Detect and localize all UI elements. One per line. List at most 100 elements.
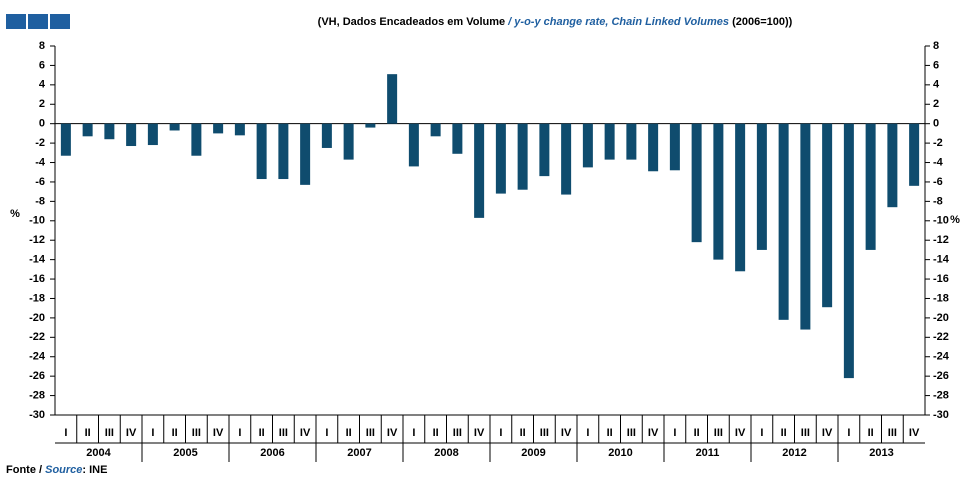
x-tick-label: III [540, 427, 549, 439]
year-label: 2010 [608, 447, 632, 459]
x-tick-label: I [151, 427, 154, 439]
bar [582, 123, 593, 168]
x-tick-label: I [238, 427, 241, 439]
x-tick-label: II [433, 427, 439, 439]
y-tick-label: -30 [29, 409, 45, 421]
x-tick-label: IV [474, 427, 485, 439]
bar [865, 123, 876, 250]
y-tick-label: -2 [35, 137, 45, 149]
bar [843, 123, 854, 379]
y2-tick-label: -26 [933, 370, 949, 382]
y-tick-label: -22 [29, 331, 45, 343]
y-tick-label: -4 [35, 156, 46, 168]
bar [234, 123, 245, 136]
year-label: 2012 [782, 447, 806, 459]
x-tick-label: I [673, 427, 676, 439]
source-part: Fonte / [6, 464, 45, 476]
x-tick-label: II [520, 427, 526, 439]
y2-tick-label: -22 [933, 331, 949, 343]
bar [887, 123, 898, 208]
source-part: Source [45, 464, 82, 476]
bar [604, 123, 615, 160]
y-tick-label: -18 [29, 292, 45, 304]
logo-block [6, 14, 26, 29]
year-label: 2013 [869, 447, 893, 459]
year-label: 2005 [173, 447, 197, 459]
bar [539, 123, 550, 177]
x-tick-label: I [499, 427, 502, 439]
bar [778, 123, 789, 320]
bar [517, 123, 528, 190]
y-axis-label: % [10, 208, 20, 220]
x-tick-label: II [868, 427, 874, 439]
y2-tick-label: 4 [933, 79, 940, 91]
y2-tick-label: -18 [933, 292, 949, 304]
y2-tick-label: -24 [933, 351, 950, 363]
x-tick-label: III [279, 427, 288, 439]
y-tick-label: 0 [39, 118, 45, 130]
bar [60, 123, 71, 156]
bar [343, 123, 354, 160]
year-label: 2004 [86, 447, 111, 459]
bar [452, 123, 463, 154]
x-tick-label: IV [126, 427, 137, 439]
bar [82, 123, 93, 137]
bar [669, 123, 680, 171]
bar [648, 123, 659, 172]
x-tick-label: IV [561, 427, 572, 439]
year-label: 2007 [347, 447, 371, 459]
year-label: 2006 [260, 447, 284, 459]
y2-tick-label: 6 [933, 59, 939, 71]
bar [495, 123, 506, 194]
logo-block [28, 14, 48, 29]
x-tick-label: III [366, 427, 375, 439]
y-tick-label: -20 [29, 312, 45, 324]
x-tick-label: I [760, 427, 763, 439]
y2-tick-label: 8 [933, 40, 939, 52]
bar [626, 123, 637, 160]
y2-axis-label: % [950, 214, 960, 226]
bar [800, 123, 811, 330]
x-tick-label: I [412, 427, 415, 439]
source: Fonte / Source: INE [6, 464, 107, 476]
x-tick-label: III [105, 427, 114, 439]
bar [278, 123, 289, 180]
y-tick-label: -12 [29, 234, 45, 246]
x-tick-label: I [64, 427, 67, 439]
bar [561, 123, 572, 195]
bar [213, 123, 224, 134]
year-label: 2008 [434, 447, 458, 459]
bar [321, 123, 332, 148]
subtitle-part: (VH, Dados Encadeados em Volume [318, 16, 509, 28]
y2-tick-label: -10 [933, 215, 949, 227]
x-tick-label: II [781, 427, 787, 439]
x-tick-label: IV [822, 427, 833, 439]
y-tick-label: -14 [29, 254, 46, 266]
x-tick-label: II [607, 427, 613, 439]
x-tick-label: IV [909, 427, 920, 439]
y-tick-label: 8 [39, 40, 45, 52]
y2-tick-label: -12 [933, 234, 949, 246]
y2-tick-label: -14 [933, 254, 950, 266]
x-tick-label: II [259, 427, 265, 439]
y-tick-label: 4 [39, 79, 46, 91]
y2-tick-label: -30 [933, 409, 949, 421]
subtitle-part: (2006=100)) [729, 16, 793, 28]
y2-tick-label: -4 [933, 156, 944, 168]
bar [756, 123, 767, 250]
y-tick-label: 2 [39, 98, 45, 110]
bar [909, 123, 920, 186]
y2-tick-label: -2 [933, 137, 943, 149]
y-tick-label: -8 [35, 195, 45, 207]
x-tick-label: II [694, 427, 700, 439]
x-tick-label: III [714, 427, 723, 439]
bar [408, 123, 419, 167]
x-tick-label: III [888, 427, 897, 439]
x-tick-label: IV [648, 427, 659, 439]
y-tick-label: -6 [35, 176, 45, 188]
bar [365, 123, 376, 128]
bar [735, 123, 746, 272]
x-tick-label: I [586, 427, 589, 439]
x-tick-label: III [801, 427, 810, 439]
